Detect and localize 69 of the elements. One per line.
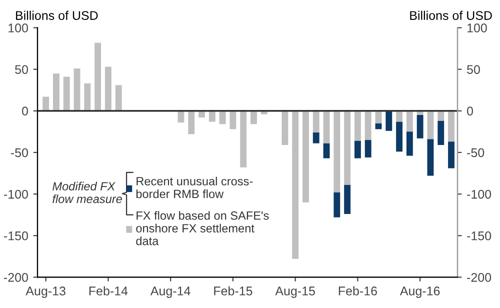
y2-axis-title: Billions of USD <box>410 10 492 20</box>
y2-tick-label: 0 <box>467 106 473 116</box>
y-tick-label: -150 <box>4 231 28 240</box>
legend-label: FX flow based on SAFE's onshore FX settlement data <box>136 211 269 246</box>
bar <box>323 143 330 158</box>
bar <box>364 110 372 140</box>
bar <box>250 110 257 124</box>
bar <box>312 110 320 132</box>
bar <box>427 110 434 140</box>
bar <box>84 83 91 111</box>
bar <box>438 120 444 145</box>
bar <box>396 110 403 122</box>
bar <box>219 110 226 124</box>
bar <box>438 110 444 121</box>
bar <box>302 110 309 202</box>
y2-tick-label: -100 <box>467 190 492 199</box>
y-tick-label: 0 <box>22 106 28 116</box>
bar <box>52 73 60 111</box>
bar <box>188 110 195 134</box>
y-tick-label: -50 <box>10 148 28 158</box>
bar <box>396 122 403 152</box>
bar <box>448 110 454 142</box>
bar <box>386 110 392 131</box>
bar <box>208 110 216 122</box>
x-tick-label: Aug-15 <box>275 286 315 298</box>
bar <box>230 110 236 130</box>
bar <box>406 110 413 132</box>
bar <box>198 110 205 118</box>
x-tick-label: Feb-15 <box>214 286 252 296</box>
y2-tick-label: -200 <box>467 273 492 282</box>
bar <box>406 132 413 156</box>
bar <box>63 76 70 111</box>
x-tick-label: Feb-16 <box>338 286 377 296</box>
bar <box>42 96 50 111</box>
bar <box>240 110 247 168</box>
y2-tick-label: -50 <box>467 148 484 158</box>
bar <box>104 66 112 111</box>
bar <box>74 68 80 111</box>
bar <box>312 132 320 144</box>
y-tick-label: -200 <box>4 273 28 282</box>
bar <box>427 139 434 176</box>
bar <box>292 110 299 259</box>
bar <box>334 192 340 218</box>
bar <box>334 110 340 192</box>
bar <box>178 110 184 123</box>
y2-tick-label: 100 <box>467 24 487 32</box>
y-tick-label: -100 <box>4 190 28 199</box>
bar <box>448 142 454 168</box>
x-tick-label: Aug-16 <box>400 286 440 298</box>
bar <box>323 110 330 144</box>
y-axis-title: Billions of USD <box>16 10 98 20</box>
x-tick-label: Feb-14 <box>89 286 128 296</box>
y2-tick-label: -150 <box>467 231 492 240</box>
bar <box>282 110 288 145</box>
bar <box>354 110 361 141</box>
bar <box>364 140 372 158</box>
bar <box>416 115 424 138</box>
bar <box>344 110 351 185</box>
bar <box>354 140 361 158</box>
y-tick-label: 100 <box>8 24 28 32</box>
bar <box>115 85 122 111</box>
annotation: Modified FX flow measure <box>52 182 122 204</box>
bar <box>94 42 102 111</box>
x-tick-label: Aug-14 <box>150 286 190 298</box>
bar <box>344 184 351 214</box>
y2-tick-label: 50 <box>467 65 480 74</box>
x-tick-label: Aug-13 <box>26 286 66 298</box>
y-tick-label: 50 <box>15 65 28 74</box>
legend-label: Recent unusual cross- border RMB flow <box>136 176 253 198</box>
